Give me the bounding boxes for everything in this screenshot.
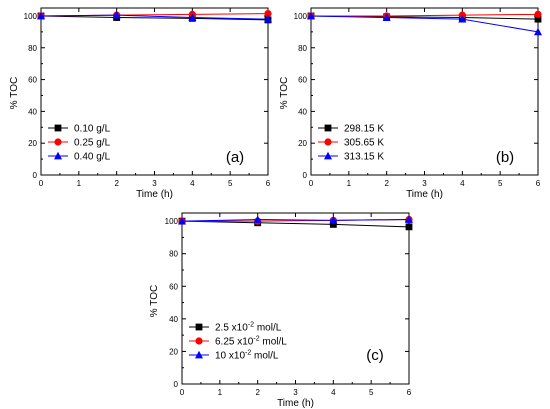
data-point <box>382 13 391 21</box>
legend-label: 6.25 x10-2 mol/L <box>215 336 287 348</box>
series-line-3 <box>181 219 410 222</box>
legend-label: 0.25 g/L <box>74 138 111 149</box>
x-tick-label: 0 <box>180 388 185 397</box>
data-point <box>534 27 542 36</box>
panel-label: (a) <box>226 149 244 166</box>
series-line-3 <box>40 14 269 20</box>
x-tick-label: 3 <box>152 179 157 188</box>
data-point <box>405 215 413 223</box>
legend-marker <box>195 350 203 359</box>
x-axis-title: Time (h) <box>406 189 443 200</box>
x-tick-label: 2 <box>114 179 119 188</box>
x-tick-label: 0 <box>39 179 44 188</box>
y-tick-label: 20 <box>169 347 178 356</box>
data-point <box>112 10 121 19</box>
x-tick-label: 2 <box>384 179 389 188</box>
x-tick-label: 0 <box>309 179 314 188</box>
legend-marker <box>324 124 332 132</box>
x-tick-label: 5 <box>498 179 503 188</box>
legend-label: 305.65 K <box>344 138 384 149</box>
panel-label: (c) <box>366 347 384 364</box>
data-point <box>37 11 45 20</box>
y-tick-label: 40 <box>169 315 178 324</box>
legend-marker <box>195 337 203 345</box>
data-point <box>178 216 186 225</box>
x-tick-label: 5 <box>369 388 374 397</box>
data-point <box>329 216 338 224</box>
y-axis-title: % TOC <box>149 285 160 317</box>
x-tick-label: 3 <box>422 179 427 188</box>
x-axis-title: Time (h) <box>136 189 173 200</box>
x-tick-label: 4 <box>190 179 195 188</box>
x-tick-label: 3 <box>293 388 298 397</box>
series-line-3 <box>310 15 539 33</box>
y-tick-label: 20 <box>298 139 307 148</box>
x-tick-label: 1 <box>77 179 82 188</box>
data-point <box>188 13 197 21</box>
panel-label: (b) <box>496 149 514 166</box>
series-line-2 <box>311 13 539 17</box>
x-tick-label: 1 <box>347 179 352 188</box>
y-tick-label: 0 <box>174 380 179 389</box>
x-axis-title: Time (h) <box>277 398 314 409</box>
y-tick-label: 40 <box>28 107 37 116</box>
legend-label: 10 x10-2 mol/L <box>215 350 279 362</box>
x-tick-label: 6 <box>536 179 541 188</box>
data-point <box>534 10 542 18</box>
y-tick-label: 60 <box>169 282 178 291</box>
data-point <box>329 221 337 228</box>
y-tick-label: 60 <box>298 76 307 85</box>
y-tick-label: 20 <box>28 139 37 148</box>
y-axis-title: % TOC <box>9 77 20 109</box>
series-line-1 <box>40 15 269 21</box>
y-axis-title: % TOC <box>279 77 290 109</box>
y-tick-label: 0 <box>33 171 38 180</box>
data-point <box>405 223 413 231</box>
x-tick-label: 4 <box>331 388 336 397</box>
x-tick-label: 4 <box>460 179 465 188</box>
y-tick-label: 100 <box>165 217 179 226</box>
x-tick-label: 6 <box>266 179 271 188</box>
legend-label: 2.5 x10-2 mol/L <box>215 322 282 334</box>
data-point <box>264 9 272 18</box>
legend-label: 0.10 g/L <box>74 124 111 135</box>
y-tick-label: 60 <box>28 76 37 85</box>
legend-marker <box>54 151 62 160</box>
legend-label: 0.40 g/L <box>74 152 111 163</box>
data-point <box>253 215 262 223</box>
y-tick-label: 80 <box>28 44 37 53</box>
legend-marker <box>54 138 62 146</box>
x-tick-label: 5 <box>228 179 233 188</box>
x-tick-label: 2 <box>255 388 260 397</box>
legend-marker <box>54 124 62 132</box>
y-tick-label: 80 <box>169 250 178 259</box>
data-point <box>264 14 272 23</box>
y-tick-label: 80 <box>298 44 307 53</box>
data-point <box>307 11 315 20</box>
legend-marker <box>324 138 332 146</box>
y-tick-label: 0 <box>303 171 308 180</box>
y-tick-label: 40 <box>298 107 307 116</box>
y-tick-label: 100 <box>294 12 308 21</box>
x-tick-label: 1 <box>218 388 223 397</box>
y-tick-label: 100 <box>24 12 38 21</box>
legend-marker <box>324 151 332 160</box>
legend-label: 313.15 K <box>344 152 384 163</box>
legend-label: 298.15 K <box>344 124 384 135</box>
series-line-1 <box>181 220 410 228</box>
x-tick-label: 6 <box>407 388 412 397</box>
data-point <box>458 14 467 23</box>
data-point <box>534 15 542 23</box>
legend-marker <box>195 323 203 331</box>
